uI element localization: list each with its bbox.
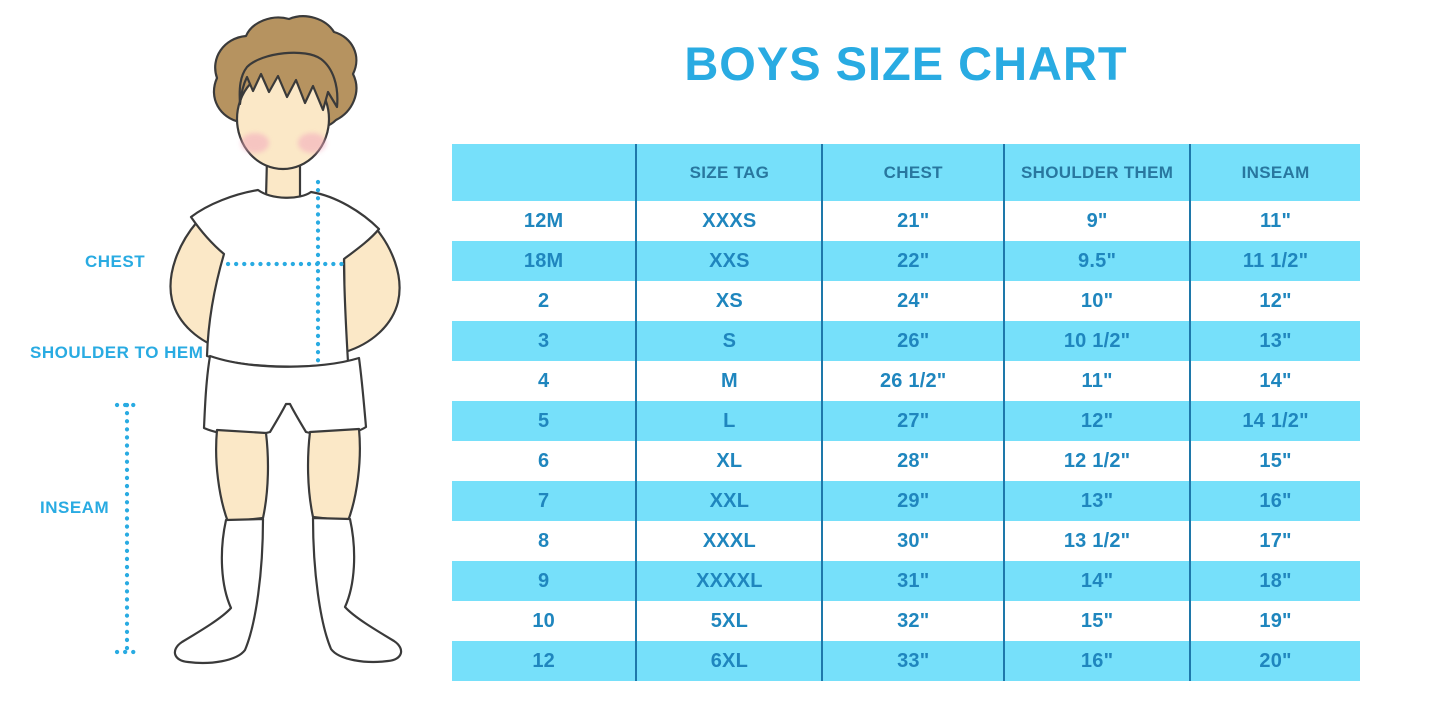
size-label-cell: 5 [537,409,550,432]
shoulder-to-hem-label: SHOULDER TO HEM [30,343,204,362]
size-label-cell: 2 [537,289,550,312]
boy-leg-left [215,428,270,524]
boy-leg-right [306,427,361,523]
boy-sock-right [311,516,403,664]
value-cell: XXS [635,241,823,281]
value-cell: 6XL [635,641,823,681]
value-cell: 24" [821,281,1005,321]
value-cell: 9" [1003,201,1191,241]
size-label-cell: 4 [537,369,550,392]
boy-cheek-right [298,133,326,153]
boy-fringe [238,51,339,112]
value-cell: 10" [1003,281,1191,321]
value-cell: 9.5" [1003,241,1191,281]
value-cell: XL [635,441,823,481]
value-cell: 14" [1003,561,1191,601]
boy-cheek-left [241,133,269,153]
value-cell: 13" [1003,481,1191,521]
size-table: SIZE TAG CHEST SHOULDER THEM INSEAM 12M XXXS… [452,144,1360,681]
value-cell: 12 1/2" [1003,441,1191,481]
size-row: 5 L 27" 12" 14 1/2" [452,401,1360,441]
value-cell: 11" [1189,201,1360,241]
size-row: 3 S 26" 10 1/2" 13" [452,321,1360,361]
size-row: 18M XXS 22" 9.5" 11 1/2" [452,241,1360,281]
size-row: 4 M 26 1/2" 11" 14" [452,361,1360,401]
size-row: 7 XXL 29" 13" 16" [452,481,1360,521]
header-row: SIZE TAG CHEST SHOULDER THEM INSEAM [452,144,1360,201]
value-cell: XS [635,281,823,321]
boy-sock-left [173,517,265,665]
size-row: 12 6XL 33" 16" 20" [452,641,1360,681]
value-cell: 26" [821,321,1005,361]
value-cell: 21" [821,201,1005,241]
size-label-cell: 9 [537,569,550,592]
value-cell: 10 1/2" [1003,321,1191,361]
value-cell: XXXXL [635,561,823,601]
value-cell: 28" [821,441,1005,481]
size-row: 6 XL 28" 12 1/2" 15" [452,441,1360,481]
value-cell: 32" [821,601,1005,641]
chest-label: CHEST [85,252,146,271]
value-cell: XXL [635,481,823,521]
size-label-cell: 10 [532,609,555,632]
size-table-head: SIZE TAG CHEST SHOULDER THEM INSEAM [452,144,1360,201]
value-cell: 27" [821,401,1005,441]
boy-illustration [114,15,403,665]
size-label-cell: 3 [537,329,550,352]
value-cell: M [635,361,823,401]
value-cell: 13 1/2" [1003,521,1191,561]
size-row: 9 XXXXL 31" 14" 18" [452,561,1360,601]
value-cell: 14" [1189,361,1360,401]
size-row: 10 5XL 32" 15" 19" [452,601,1360,641]
page-title: BOYS SIZE CHART [684,37,1128,90]
size-row: 12M XXXS 21" 9" 11" [452,201,1360,241]
value-cell: L [635,401,823,441]
value-cell: 18" [1189,561,1360,601]
size-row: 2 XS 24" 10" 12" [452,281,1360,321]
value-cell: 17" [1189,521,1360,561]
value-cell: 5XL [635,601,823,641]
header-cell-empty [452,144,637,201]
value-cell: 12" [1189,281,1360,321]
value-cell: 13" [1189,321,1360,361]
value-cell: 15" [1003,601,1191,641]
value-cell: XXXS [635,201,823,241]
value-cell: 26 1/2" [821,361,1005,401]
value-cell: 16" [1189,481,1360,521]
value-cell: 33" [821,641,1005,681]
value-cell: 22" [821,241,1005,281]
value-cell: 11 1/2" [1189,241,1360,281]
size-label-cell: 12 [532,649,555,672]
size-row: 8 XXXL 30" 13 1/2" 17" [452,521,1360,561]
value-cell: XXXL [635,521,823,561]
header-cell: SIZE TAG [635,144,823,201]
value-cell: 30" [821,521,1005,561]
value-cell: 31" [821,561,1005,601]
size-label-cell: 6 [537,449,550,472]
value-cell: 14 1/2" [1189,401,1360,441]
value-cell: 16" [1003,641,1191,681]
size-table-body: 12M XXXS 21" 9" 11" 18M XXS 22" 9.5" 11 1/2" 2 XS 24… [452,201,1360,681]
size-label-cell: 12M [523,209,564,232]
size-label-cell: 18M [523,249,564,272]
value-cell: 15" [1189,441,1360,481]
value-cell: 19" [1189,601,1360,641]
value-cell: 11" [1003,361,1191,401]
inseam-label: INSEAM [40,498,110,517]
size-label-cell: 7 [537,489,550,512]
value-cell: 20" [1189,641,1360,681]
size-label-cell: 8 [537,529,550,552]
boy-shorts [202,354,368,437]
header-cell: INSEAM [1189,144,1360,201]
value-cell: S [635,321,823,361]
header-cell: CHEST [821,144,1005,201]
header-cell: SHOULDER THEM [1003,144,1191,201]
value-cell: 12" [1003,401,1191,441]
value-cell: 29" [821,481,1005,521]
